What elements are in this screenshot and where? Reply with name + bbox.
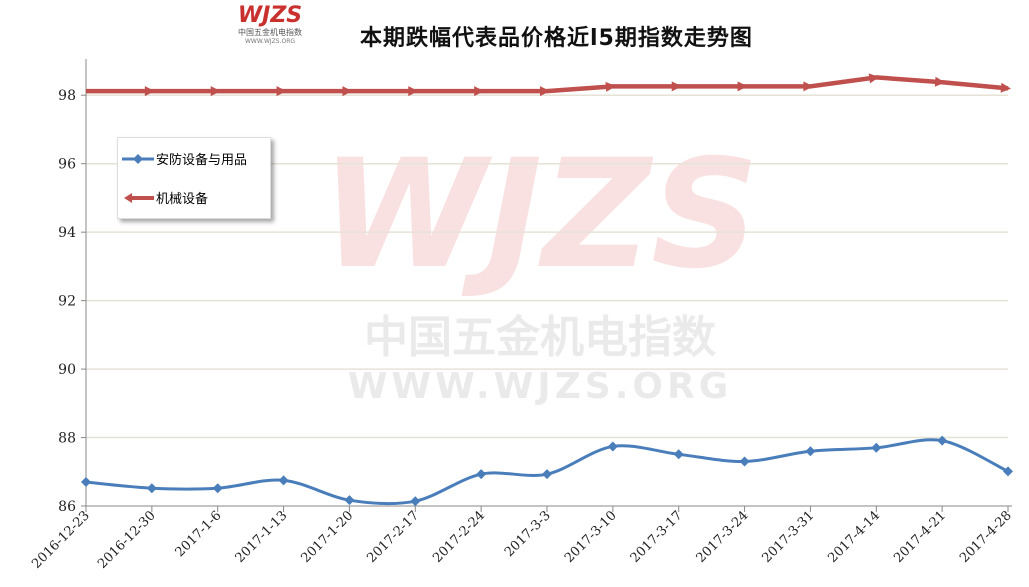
data-point-arrow bbox=[276, 86, 287, 97]
data-point-diamond bbox=[871, 442, 882, 453]
x-tick-label: 2017-2-24 bbox=[430, 508, 488, 566]
chart-title: 本期跌幅代表品价格近l5期指数走势图 bbox=[360, 26, 753, 51]
x-tick-label: 2017-3-3 bbox=[502, 508, 554, 560]
x-tick-label: 2017-4-21 bbox=[891, 508, 949, 566]
data-point-diamond bbox=[410, 496, 421, 507]
logo-url: WWW.WJZS.ORG bbox=[244, 38, 296, 45]
y-tick-label: 92 bbox=[58, 294, 76, 310]
x-tick-label: 2017-3-17 bbox=[628, 508, 686, 566]
x-tick-label: 2017-1-6 bbox=[173, 508, 225, 560]
data-point-diamond bbox=[739, 456, 750, 467]
data-point-diamond bbox=[212, 483, 223, 494]
x-tick-label: 2016-12-30 bbox=[95, 508, 159, 572]
x-tick-label: 2017-1-13 bbox=[233, 508, 291, 566]
data-point-diamond bbox=[607, 441, 618, 452]
y-tick-label: 90 bbox=[58, 362, 76, 378]
y-tick-label: 98 bbox=[58, 88, 76, 104]
data-point-arrow bbox=[737, 81, 748, 92]
x-tick-label: 2017-3-24 bbox=[694, 508, 752, 566]
legend-item-series-2: 机械设备 bbox=[122, 188, 208, 207]
data-point-arrow bbox=[605, 81, 616, 92]
y-tick-label: 94 bbox=[58, 225, 76, 241]
data-point-diamond bbox=[937, 435, 948, 446]
legend-line-arrow-icon bbox=[124, 192, 154, 203]
data-point-arrow bbox=[868, 73, 880, 84]
y-tick-label: 96 bbox=[58, 157, 76, 173]
data-point-diamond bbox=[476, 469, 487, 480]
data-point-arrow bbox=[210, 86, 221, 97]
legend-item-series-1: 安防设备与用品 bbox=[122, 149, 247, 168]
data-point-diamond bbox=[542, 469, 552, 480]
data-point-diamond bbox=[1003, 466, 1013, 477]
data-point-arrow bbox=[803, 81, 814, 92]
data-point-diamond bbox=[146, 483, 157, 494]
y-tick-label: 86 bbox=[58, 499, 76, 515]
data-point-arrow bbox=[934, 76, 946, 87]
data-point-diamond bbox=[81, 477, 91, 488]
data-point-diamond bbox=[278, 475, 289, 486]
x-tick-label: 2016-12-23 bbox=[29, 508, 93, 572]
data-point-arrow bbox=[144, 86, 155, 97]
x-tick-label: 2017-4-14 bbox=[825, 508, 883, 566]
data-point-arrow bbox=[474, 86, 485, 97]
x-tick-label: 2017-3-31 bbox=[759, 508, 817, 566]
legend-line-diamond-icon bbox=[122, 153, 154, 164]
x-tick-label: 2017-3-10 bbox=[562, 508, 620, 566]
data-point-arrow bbox=[540, 86, 550, 97]
x-tick-label: 2017-1-20 bbox=[298, 508, 356, 566]
legend-label: 安防设备与用品 bbox=[156, 153, 248, 168]
data-point-arrow bbox=[408, 86, 419, 97]
x-tick-label: 2017-2-17 bbox=[364, 508, 422, 566]
legend-label: 机械设备 bbox=[156, 192, 209, 207]
data-point-arrow bbox=[342, 86, 353, 97]
data-point-diamond bbox=[805, 446, 816, 457]
logo: WJZS 中国五金机电指数 WWW.WJZS.ORG bbox=[225, 4, 315, 54]
data-point-arrow bbox=[1000, 82, 1011, 93]
data-point-arrow bbox=[671, 81, 682, 92]
logo-mark: WJZS bbox=[237, 3, 303, 28]
data-point-diamond bbox=[673, 449, 684, 460]
legend: 安防设备与用品 机械设备 bbox=[117, 137, 271, 219]
data-point-diamond bbox=[344, 495, 355, 506]
logo-name: 中国五金机电指数 bbox=[238, 28, 302, 37]
x-tick-label: 2017-4-28 bbox=[957, 508, 1015, 566]
y-tick-label: 88 bbox=[58, 431, 76, 447]
